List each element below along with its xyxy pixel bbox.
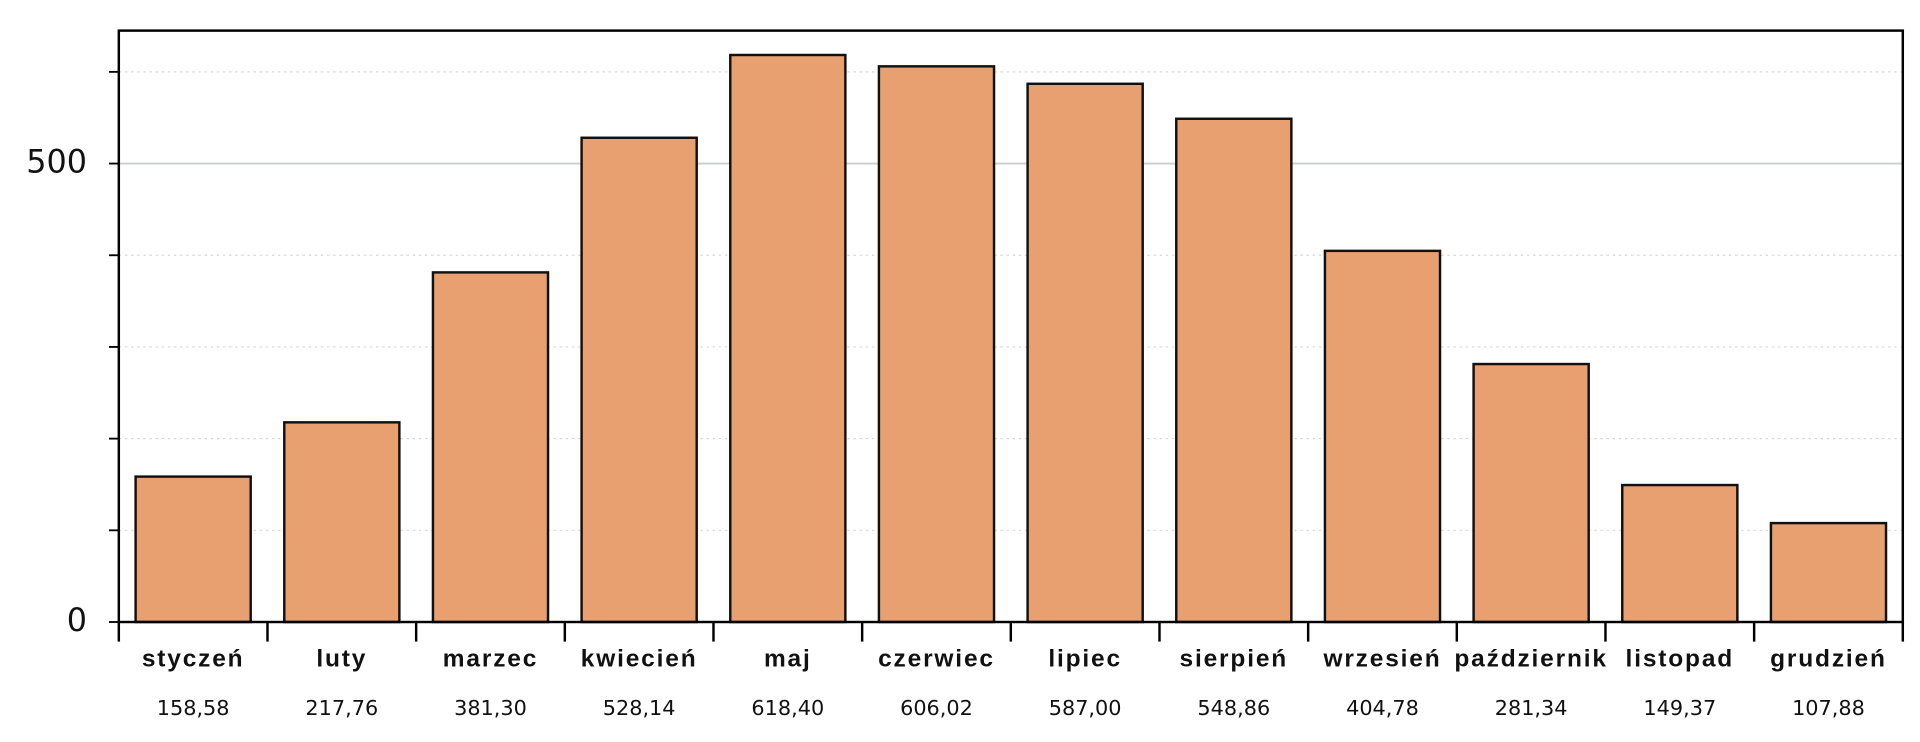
x-tick-label: kwiecień [581, 645, 698, 672]
x-tick-label: grudzień [1770, 645, 1887, 672]
y-tick-label: 500 [26, 143, 87, 181]
y-tick-label: 0 [67, 601, 87, 639]
value-label: 107,88 [1792, 696, 1865, 720]
bar [431, 271, 550, 624]
bar [1323, 249, 1442, 624]
bar [1026, 82, 1144, 624]
value-label: 158,58 [157, 696, 230, 720]
x-tick-label: październik [1454, 645, 1607, 672]
value-label: 149,37 [1643, 696, 1716, 720]
bar [1769, 521, 1888, 624]
bar [580, 136, 698, 624]
bar [1621, 483, 1739, 624]
x-tick-label: styczeń [142, 645, 245, 672]
x-tick-label: wrzesień [1322, 645, 1441, 672]
x-tick-label: luty [316, 645, 367, 672]
x-tick-label: listopad [1626, 645, 1735, 672]
value-label: 381,30 [454, 696, 527, 720]
plot-frame [117, 29, 1905, 624]
x-tick-label: lipiec [1048, 645, 1122, 672]
value-label: 587,00 [1049, 696, 1122, 720]
value-label: 606,02 [900, 696, 973, 720]
bar [134, 475, 252, 624]
x-tick-label: sierpień [1180, 645, 1289, 672]
bar [877, 65, 996, 624]
value-label: 404,78 [1346, 696, 1419, 720]
bar [283, 421, 401, 624]
value-label: 528,14 [603, 696, 676, 720]
bar [1175, 117, 1293, 624]
value-label: 281,34 [1495, 696, 1568, 720]
value-label: 548,86 [1197, 696, 1270, 720]
value-label: 217,76 [305, 696, 378, 720]
bar [1472, 362, 1590, 624]
x-tick-label: czerwiec [878, 645, 995, 672]
x-tick-label: maj [764, 645, 812, 672]
value-label: 618,40 [751, 696, 824, 720]
x-tick-label: marzec [443, 645, 538, 672]
bar [729, 53, 847, 624]
